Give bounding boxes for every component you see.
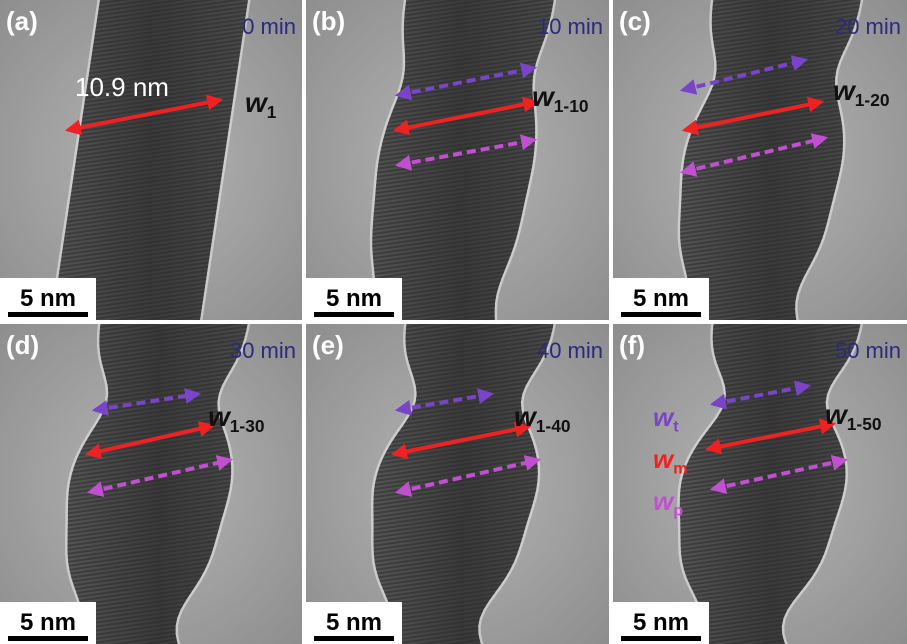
panel-label: (c) bbox=[619, 6, 651, 36]
time-label: 50 min bbox=[835, 338, 901, 363]
time-label: 10 min bbox=[537, 14, 603, 39]
panel: 10.9 nm w1 (a) 0 min 5 nm bbox=[0, 0, 302, 326]
panel: w1-10 (b) 10 min 5 nm bbox=[306, 0, 609, 326]
width-annotation: 10.9 nm bbox=[75, 72, 169, 102]
width-symbol: w bbox=[653, 486, 675, 516]
width-subscript: p bbox=[673, 502, 683, 520]
time-label: 0 min bbox=[242, 14, 296, 39]
width-symbol: w bbox=[825, 399, 849, 430]
scale-bar-label: 5 nm bbox=[20, 609, 76, 636]
panel: w1-20 (c) 20 min 5 nm bbox=[613, 0, 907, 326]
width-subscript: 1-20 bbox=[855, 90, 890, 110]
width-subscript: 1-50 bbox=[847, 414, 882, 434]
scale-bar bbox=[621, 312, 701, 317]
scale-bar bbox=[621, 636, 701, 641]
width-symbol: w bbox=[245, 87, 269, 118]
width-subscript: t bbox=[673, 418, 679, 436]
width-symbol: w bbox=[653, 444, 675, 474]
width-symbol: w bbox=[653, 402, 675, 432]
time-label: 30 min bbox=[230, 338, 296, 363]
scale-bar bbox=[314, 636, 394, 641]
panel-label: (e) bbox=[312, 330, 344, 360]
width-subscript: 1-10 bbox=[554, 96, 589, 116]
scale-bar bbox=[314, 312, 394, 317]
width-subscript: 1-30 bbox=[230, 416, 265, 436]
width-subscript: 1 bbox=[267, 102, 277, 122]
figure: 10.9 nmw1(a)0 min5 nmw1-10(b)10 min5 nmw… bbox=[0, 0, 907, 644]
scale-bar-label: 5 nm bbox=[20, 285, 76, 312]
panel: w1-30 (d) 30 min 5 nm bbox=[0, 314, 302, 644]
time-label: 20 min bbox=[835, 14, 901, 39]
panel: w1-40 (e) 40 min 5 nm bbox=[306, 314, 609, 644]
width-symbol: w bbox=[532, 81, 556, 112]
scale-bar-label: 5 nm bbox=[326, 285, 382, 312]
width-symbol: w bbox=[208, 401, 232, 432]
width-subscript: m bbox=[673, 460, 687, 478]
panel-label: (d) bbox=[6, 330, 39, 360]
width-symbol: w bbox=[514, 401, 538, 432]
panel-label: (a) bbox=[6, 6, 38, 36]
width-subscript: 1-40 bbox=[536, 416, 571, 436]
panel-label: (b) bbox=[312, 6, 345, 36]
scale-bar-label: 5 nm bbox=[633, 609, 689, 636]
time-label: 40 min bbox=[537, 338, 603, 363]
scale-bar-label: 5 nm bbox=[633, 285, 689, 312]
scale-bar bbox=[8, 312, 88, 317]
width-symbol: w bbox=[833, 75, 857, 106]
scale-bar-label: 5 nm bbox=[326, 609, 382, 636]
panel-label: (f) bbox=[619, 330, 645, 360]
scale-bar bbox=[8, 636, 88, 641]
page: 10.9 nmw1(a)0 min5 nmw1-10(b)10 min5 nmw… bbox=[0, 0, 907, 644]
